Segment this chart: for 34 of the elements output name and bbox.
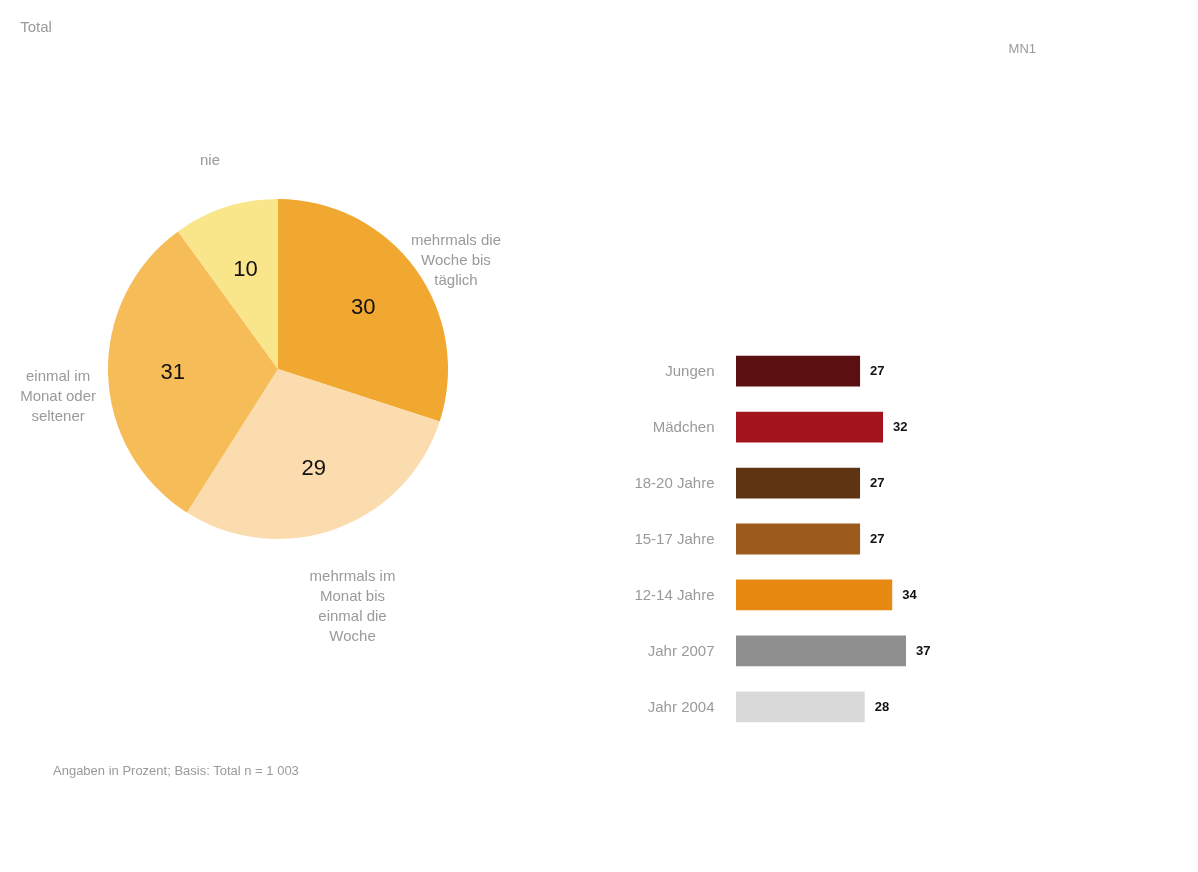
pie-slice: [108, 231, 278, 513]
slice-label: mehrmals die Woche bis täglich: [410, 230, 501, 288]
text: MN1: [1008, 41, 1036, 56]
bar: [736, 579, 893, 611]
bar: [736, 635, 906, 667]
data-label: 31: [160, 359, 185, 385]
data-label: 34: [902, 586, 918, 602]
data-label: 27: [870, 531, 885, 546]
y-tick-label: Mädchen: [652, 418, 715, 436]
data-label: 37: [916, 642, 931, 658]
bar: [736, 691, 865, 723]
y-tick-label: Jahr 2004: [647, 697, 715, 715]
pie-slice: [186, 369, 440, 539]
bar: [736, 411, 884, 443]
data-label: 30: [351, 294, 376, 320]
slice-label: mehrmals im Monat bis einmal die Woche: [309, 566, 396, 644]
text: Angaben in Prozent; Basis: Total n = 1 003: [53, 763, 299, 778]
data-label: 27: [870, 475, 885, 491]
data-label: 32: [893, 419, 908, 435]
slice-label: einmal im Monat oder seltener: [20, 366, 97, 424]
bar: [736, 523, 861, 555]
y-tick-label: 18-20 Jahre: [634, 474, 715, 492]
bar: [736, 467, 861, 499]
y-tick-label: Jungen: [665, 362, 715, 380]
data-label: 27: [870, 363, 885, 379]
bar: [736, 355, 861, 387]
slice-label: nie: [200, 150, 221, 168]
y-tick-label: 12-14 Jahre: [634, 585, 715, 603]
data-label: 10: [233, 255, 258, 281]
data-label: 28: [874, 698, 890, 714]
chart-title: Total: [20, 18, 52, 35]
y-tick-label: Jahr 2007: [647, 641, 715, 659]
y-tick-label: 15-17 Jahre: [634, 530, 715, 547]
data-label: 29: [301, 455, 326, 481]
